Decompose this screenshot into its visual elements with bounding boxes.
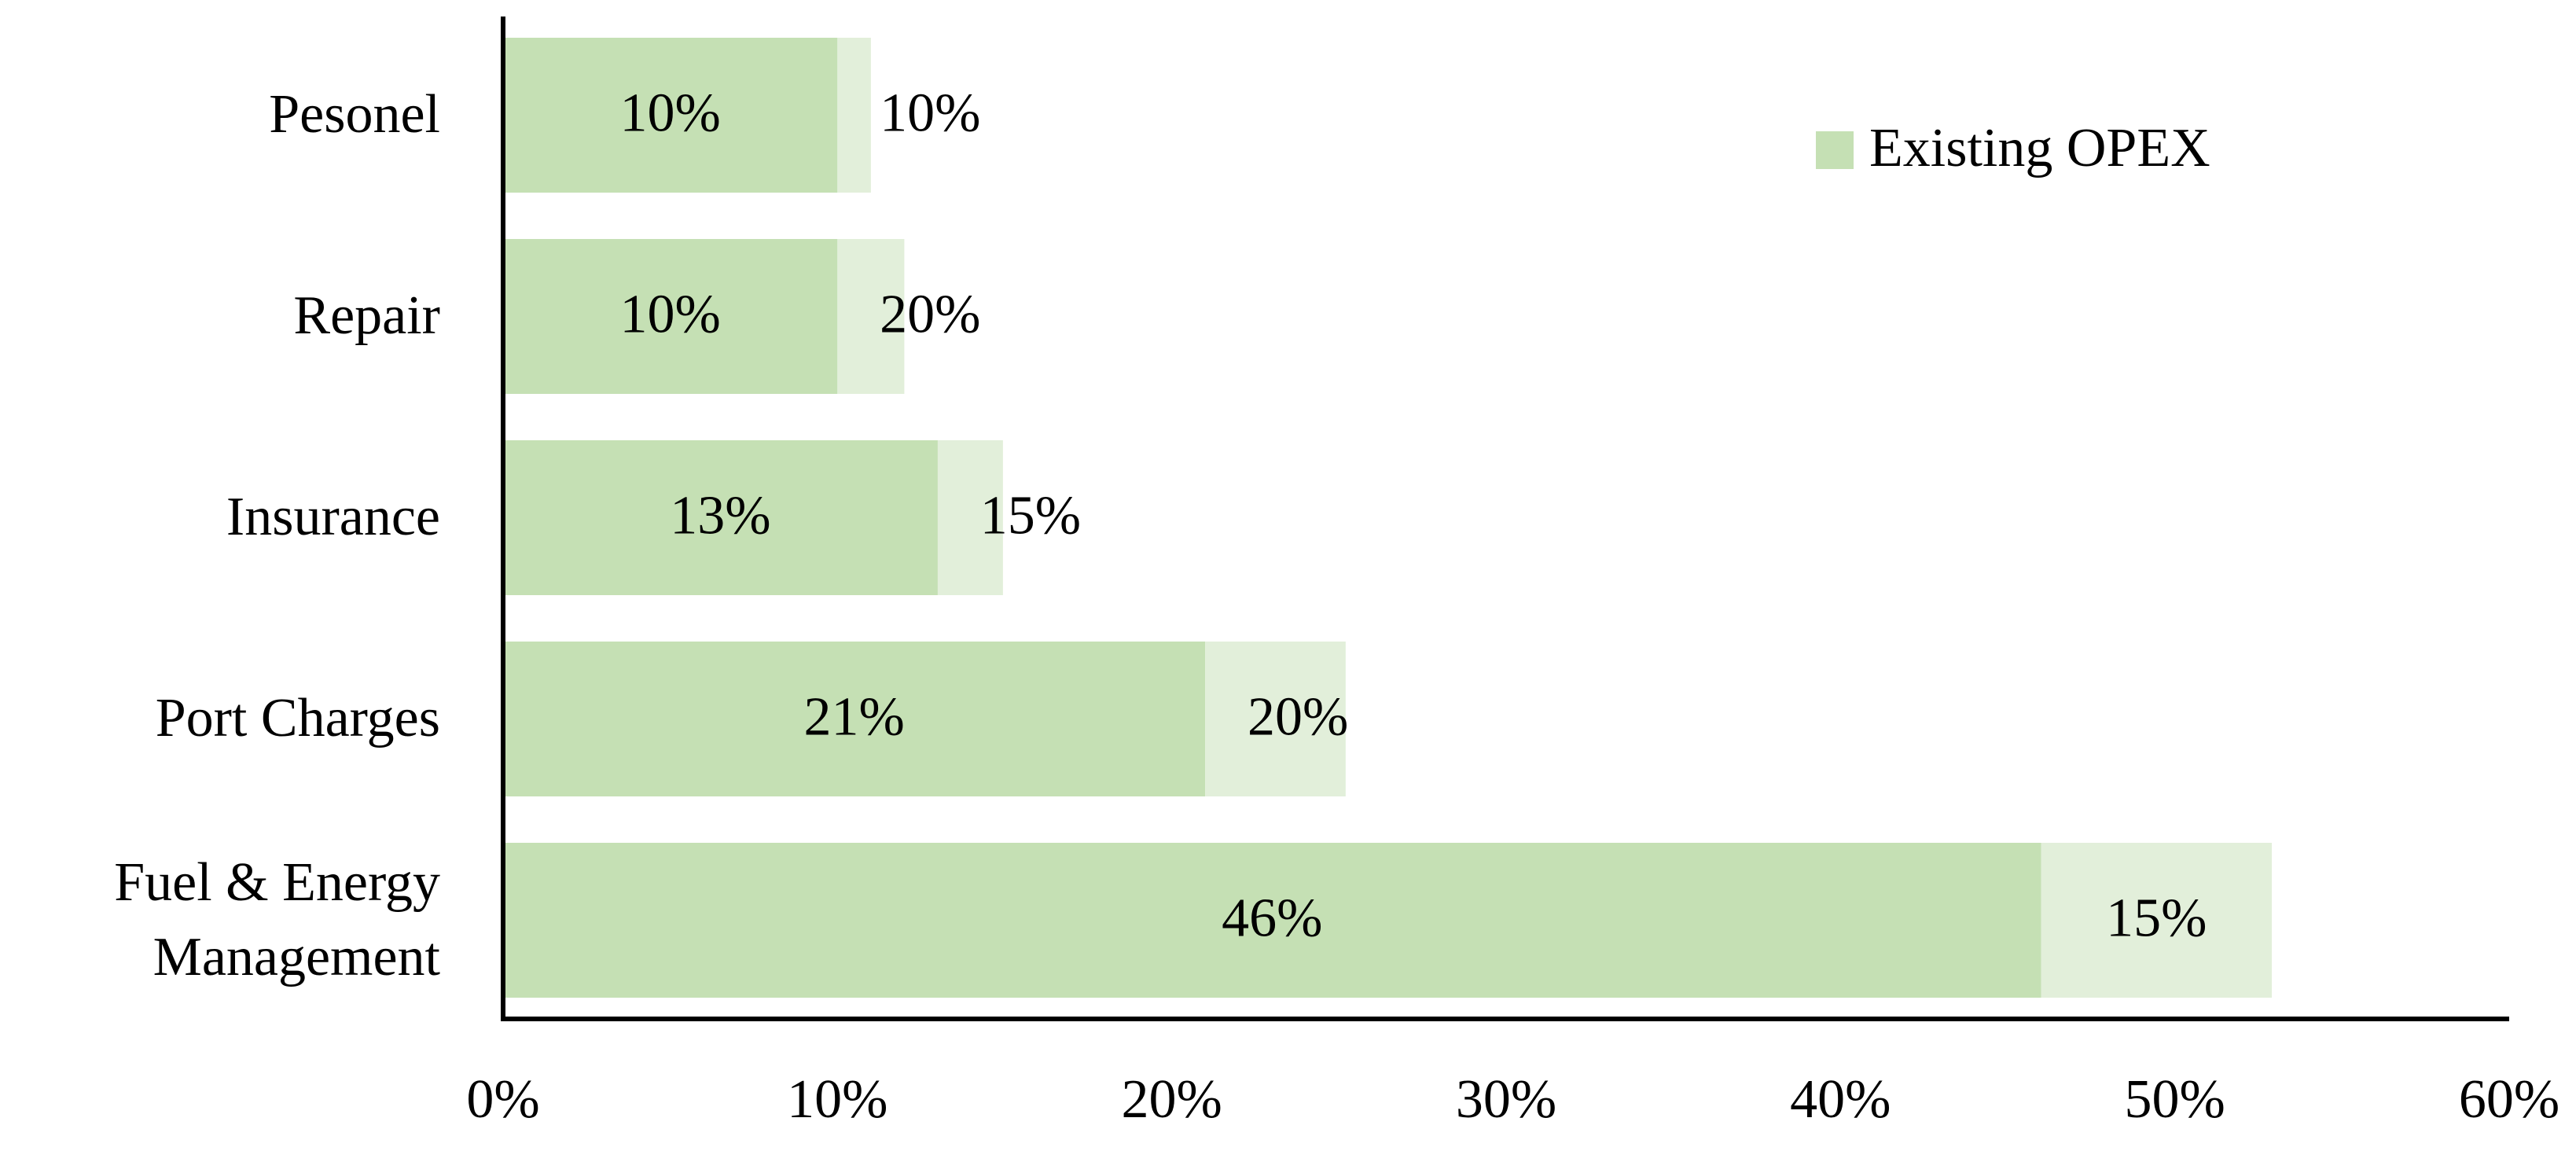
- category-label: Insurance: [226, 487, 440, 548]
- bar-segment: [837, 38, 871, 193]
- bar-segment: [2041, 843, 2273, 998]
- segment-annotation: 10%: [880, 83, 980, 144]
- bar-segment: [503, 642, 1206, 796]
- segment-annotation: 15%: [2106, 888, 2207, 949]
- x-tick-label: 10%: [787, 1069, 887, 1130]
- segment-annotation: 20%: [1248, 687, 1348, 748]
- segment-annotation: 15%: [980, 486, 1081, 546]
- category-label: Pesonel: [269, 84, 440, 145]
- category-label: Repair: [293, 285, 440, 347]
- category-label: Port Charges: [155, 688, 440, 749]
- x-tick-label: 0%: [466, 1069, 539, 1130]
- value-label: 10%: [620, 83, 721, 144]
- x-tick-label: 40%: [1790, 1069, 1891, 1130]
- value-label: 46%: [1222, 888, 1322, 949]
- value-label: 21%: [803, 687, 904, 748]
- x-tick-label: 30%: [1456, 1069, 1556, 1130]
- bar-segment: [503, 38, 838, 193]
- bar-segment: [503, 843, 2041, 998]
- segment-annotation: 20%: [880, 285, 980, 345]
- bar-segment: [503, 440, 938, 595]
- bar-segment: [937, 440, 1003, 595]
- bar-segment: [503, 239, 838, 394]
- category-label: Fuel & Energy Management: [114, 852, 440, 987]
- value-label: 10%: [620, 285, 721, 345]
- value-label: 13%: [670, 486, 770, 546]
- x-tick-label: 50%: [2125, 1069, 2225, 1130]
- legend-label: Existing OPEX: [1869, 118, 2210, 178]
- bar-segment: [1205, 642, 1346, 796]
- bar-segment: [837, 239, 905, 394]
- x-tick-label: 20%: [1122, 1069, 1222, 1130]
- x-tick-label: 60%: [2459, 1069, 2559, 1130]
- legend-swatch: [1816, 131, 1854, 169]
